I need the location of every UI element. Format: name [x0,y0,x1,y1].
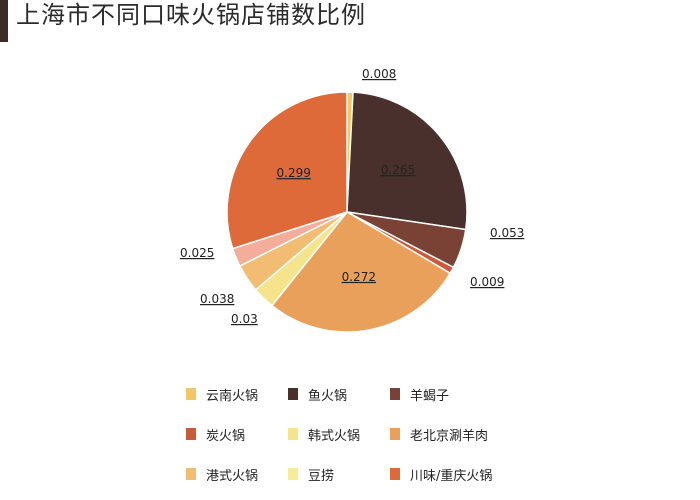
legend-label: 云南火锅 [206,388,259,404]
page-title: 上海市不同口味火锅店铺数比例 [16,1,366,29]
pie-slice [270,211,452,333]
legend-item: 韩式火锅 [288,425,390,444]
legend-label: 豆捞 [308,468,335,484]
slice-value-label: 0.272 [342,270,376,284]
slice-value-label: 0.053 [490,226,524,240]
legend-swatch [288,388,298,400]
legend-swatch [186,388,196,400]
legend-label: 川味/重庆火锅 [410,468,493,484]
pie-slice [346,91,468,231]
legend-item: 老北京涮羊肉 [390,425,488,444]
legend-item: 港式火锅 [186,465,288,484]
slice-value-label: 0.008 [362,67,396,81]
pie-slice [226,91,348,250]
legend-label: 老北京涮羊肉 [410,428,489,444]
slice-value-label: 0.038 [200,292,234,306]
legend-label: 韩式火锅 [308,428,361,444]
legend-item: 炭火锅 [186,425,288,444]
slice-value-label: 0.009 [470,275,504,289]
legend-label: 羊蝎子 [410,388,450,404]
legend-row: 云南火锅 鱼火锅 羊蝎子 [186,374,526,414]
legend-swatch [288,428,298,440]
legend-swatch [288,468,298,480]
legend-swatch [390,428,400,440]
slice-value-label: 0.03 [231,312,258,326]
legend-label: 港式火锅 [206,468,259,484]
legend-label: 炭火锅 [206,428,246,444]
slice-value-label: 0.025 [180,246,214,260]
slice-value-label: 0.265 [381,163,415,177]
legend-label: 鱼火锅 [308,388,348,404]
legend-swatch [390,468,400,480]
legend-item: 川味/重庆火锅 [390,465,492,484]
legend-item: 豆捞 [288,465,390,484]
legend-row: 炭火锅 韩式火锅 老北京涮羊肉 [186,414,526,454]
legend-swatch [390,388,400,400]
legend-swatch [186,468,196,480]
legend: 云南火锅 鱼火锅 羊蝎子 炭火锅 韩式火锅 老北京涮羊肉 港式火锅 [186,374,526,494]
slice-value-label: 0.299 [277,166,311,180]
legend-swatch [186,428,196,440]
title-accent-bar [0,0,8,42]
legend-item: 羊蝎子 [390,385,449,404]
legend-item: 云南火锅 [186,385,288,404]
legend-row: 港式火锅 豆捞 川味/重庆火锅 [186,454,526,494]
legend-item: 鱼火锅 [288,385,390,404]
